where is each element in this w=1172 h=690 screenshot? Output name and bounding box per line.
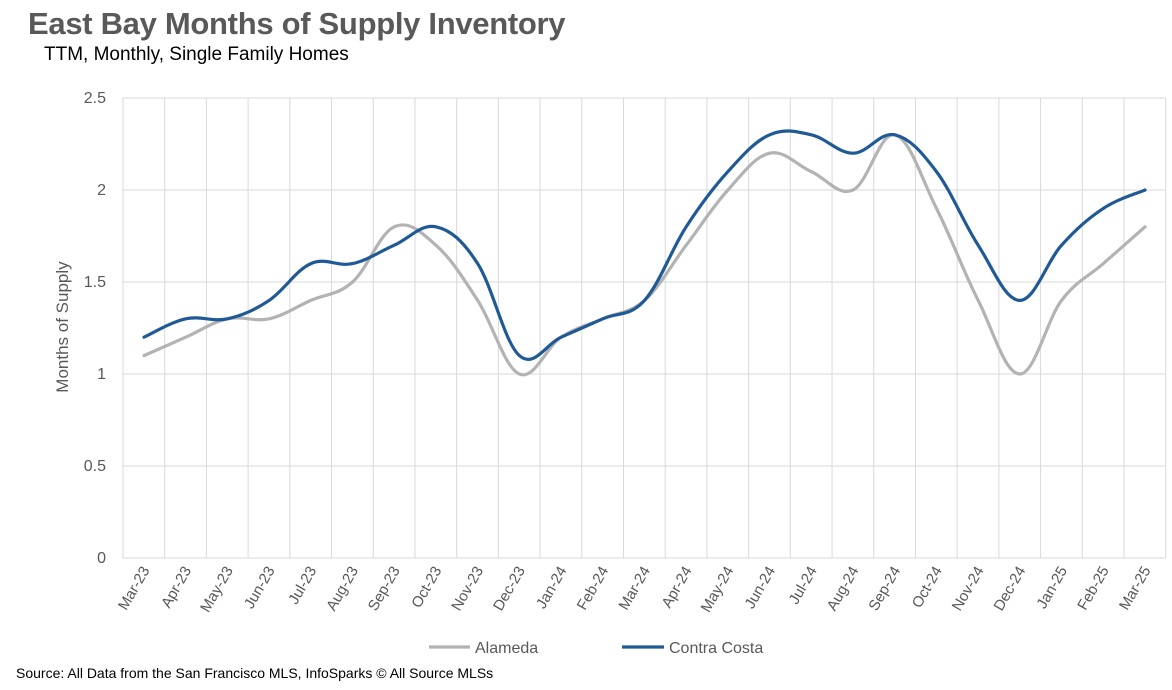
x-tick-label: Dec-24	[990, 564, 1029, 614]
legend-label: Contra Costa	[669, 640, 763, 657]
y-tick-label: 2	[97, 182, 106, 199]
x-tick-label: Jan-24	[533, 564, 571, 612]
x-tick-label: Jul-23	[285, 564, 320, 608]
x-tick-label: Jun-23	[241, 564, 279, 612]
x-tick-label: May-23	[197, 564, 237, 616]
legend-label: Alameda	[475, 640, 538, 657]
x-tick-label: Jan-25	[1033, 564, 1071, 612]
y-axis-label: Months of Supply	[53, 261, 72, 393]
x-tick-label: Sep-23	[365, 564, 404, 614]
x-tick-label: Oct-23	[408, 564, 445, 611]
series-line-alameda	[142, 133, 1147, 377]
x-tick-label: Apr-23	[158, 564, 195, 611]
x-tick-label: Mar-24	[615, 564, 653, 614]
series-line-contra-costa	[142, 129, 1147, 361]
x-tick-label: Nov-23	[448, 564, 487, 614]
x-tick-label: Feb-25	[1074, 564, 1112, 614]
x-tick-label: Sep-24	[865, 564, 904, 614]
x-tick-label: Nov-24	[949, 564, 988, 614]
y-tick-label: 2.5	[84, 90, 106, 107]
y-tick-label: 1	[97, 366, 106, 383]
source-note: Source: All Data from the San Francisco …	[16, 665, 494, 681]
y-tick-label: 0.5	[84, 458, 106, 475]
series-lines	[142, 129, 1147, 377]
x-tick-label: Dec-23	[490, 564, 529, 614]
chart-subtitle: TTM, Monthly, Single Family Homes	[44, 44, 349, 65]
grid-lines	[122, 97, 1167, 559]
x-tick-label: Jun-24	[741, 564, 779, 612]
x-tick-label: Aug-23	[323, 564, 362, 614]
x-tick-label: Apr-24	[658, 564, 695, 611]
legend: Alameda Contra Costa	[429, 640, 763, 657]
x-tick-label: Jul-24	[786, 564, 821, 608]
y-tick-label: 1.5	[84, 274, 106, 291]
x-tick-label: Aug-24	[824, 564, 863, 614]
chart-title: East Bay Months of Supply Inventory	[28, 6, 566, 41]
x-tick-label: Feb-24	[574, 564, 612, 614]
x-tick-label: Oct-24	[909, 564, 946, 611]
x-tick-label: May-24	[698, 564, 738, 616]
x-tick-label: Mar-23	[115, 564, 153, 614]
y-tick-label: 0	[97, 550, 106, 567]
x-tick-label: Mar-25	[1116, 564, 1154, 614]
